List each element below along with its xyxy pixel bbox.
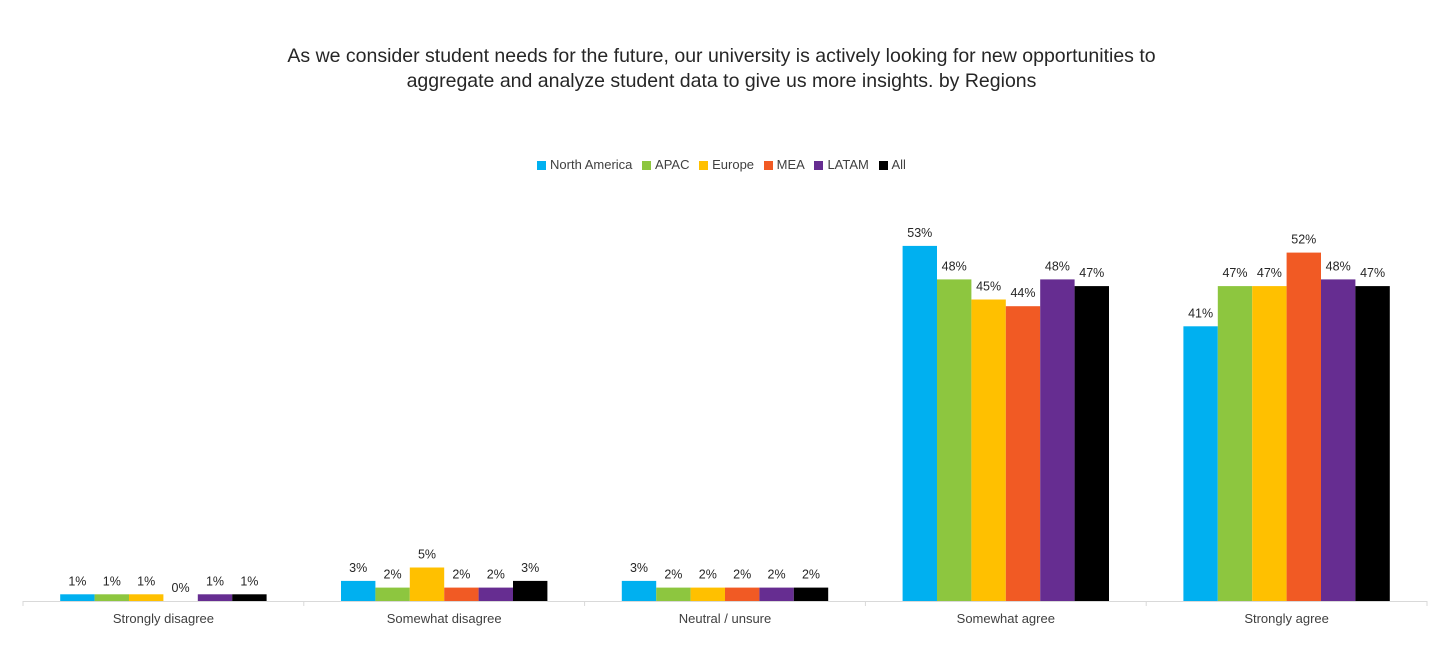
bar bbox=[513, 580, 548, 601]
bar bbox=[1286, 252, 1321, 601]
bar bbox=[478, 587, 513, 601]
chart-legend: North America APAC Europe MEA LATAM All bbox=[0, 157, 1443, 172]
data-label: 53% bbox=[907, 226, 932, 240]
bar bbox=[1040, 279, 1075, 601]
x-tick-label: Somewhat agree bbox=[957, 611, 1055, 626]
bar bbox=[1252, 286, 1287, 601]
bar bbox=[444, 587, 479, 601]
data-label: 47% bbox=[1079, 266, 1104, 280]
data-label: 48% bbox=[942, 259, 967, 273]
data-label: 47% bbox=[1257, 266, 1282, 280]
data-label: 2% bbox=[452, 568, 470, 582]
x-tick-label: Somewhat disagree bbox=[387, 611, 502, 626]
data-label: 1% bbox=[240, 574, 258, 588]
data-label: 2% bbox=[699, 568, 717, 582]
legend-item-latam: LATAM bbox=[814, 157, 869, 172]
bar bbox=[725, 587, 760, 601]
data-label: 5% bbox=[418, 548, 436, 562]
legend-item-all: All bbox=[878, 157, 906, 172]
legend-label: APAC bbox=[655, 157, 690, 172]
data-label: 2% bbox=[487, 568, 505, 582]
x-tick-label: Strongly disagree bbox=[113, 611, 214, 626]
data-label: 41% bbox=[1188, 306, 1213, 320]
bar bbox=[759, 587, 794, 601]
bar bbox=[1183, 326, 1218, 601]
data-label: 47% bbox=[1222, 266, 1247, 280]
data-label: 2% bbox=[768, 568, 786, 582]
chart-title-line-1: As we consider student needs for the fut… bbox=[287, 45, 1156, 67]
legend-item-apac: APAC bbox=[642, 157, 689, 172]
bar bbox=[94, 594, 129, 601]
data-label: 0% bbox=[172, 581, 190, 595]
bar bbox=[902, 245, 937, 601]
data-label: 2% bbox=[733, 568, 751, 582]
data-label: 48% bbox=[1045, 259, 1070, 273]
data-label: 52% bbox=[1291, 233, 1316, 247]
x-tick-label: Neutral / unsure bbox=[679, 611, 772, 626]
legend-label: North America bbox=[550, 157, 633, 172]
legend-label: Europe bbox=[712, 157, 755, 172]
data-label: 2% bbox=[384, 568, 402, 582]
bar bbox=[1005, 306, 1041, 601]
data-label: 3% bbox=[349, 561, 367, 575]
data-label: 44% bbox=[1010, 286, 1035, 300]
bar bbox=[409, 567, 445, 601]
bar bbox=[341, 580, 376, 601]
bar bbox=[129, 594, 164, 601]
chart-title: As we consider student needs for the fut… bbox=[0, 44, 1443, 94]
data-label: 1% bbox=[68, 574, 86, 588]
chart-title-line-2: aggregate and analyze student data to gi… bbox=[406, 70, 1037, 92]
legend-swatch bbox=[537, 161, 547, 170]
bar bbox=[375, 587, 410, 601]
data-label: 2% bbox=[664, 568, 682, 582]
data-label: 1% bbox=[103, 574, 121, 588]
bar bbox=[1074, 286, 1109, 601]
legend-item-europe: Europe bbox=[699, 157, 754, 172]
data-label: 1% bbox=[137, 574, 155, 588]
legend-swatch bbox=[814, 161, 824, 170]
bar bbox=[232, 594, 267, 601]
bar bbox=[60, 594, 95, 601]
data-label: 3% bbox=[630, 561, 648, 575]
data-label: 48% bbox=[1326, 259, 1351, 273]
data-label: 1% bbox=[206, 574, 224, 588]
data-label: 2% bbox=[802, 568, 820, 582]
legend-swatch bbox=[763, 161, 773, 170]
bar bbox=[1355, 286, 1390, 601]
bar bbox=[656, 587, 691, 601]
legend-item-north-america: North America bbox=[537, 157, 632, 172]
legend-label: LATAM bbox=[827, 157, 869, 172]
legend-label: MEA bbox=[776, 157, 805, 172]
legend-swatch bbox=[642, 161, 652, 170]
bar bbox=[971, 299, 1006, 601]
legend-item-mea: MEA bbox=[763, 157, 805, 172]
bar bbox=[937, 279, 972, 601]
bar bbox=[621, 580, 657, 601]
x-tick-label: Strongly agree bbox=[1244, 611, 1329, 626]
bar bbox=[197, 594, 233, 601]
bar bbox=[690, 587, 725, 601]
data-label: 45% bbox=[976, 280, 1001, 294]
bar bbox=[1321, 279, 1356, 601]
data-label: 47% bbox=[1360, 266, 1385, 280]
legend-swatch bbox=[878, 161, 888, 170]
bar bbox=[793, 587, 829, 601]
legend-label: All bbox=[891, 157, 906, 172]
legend-swatch bbox=[699, 161, 709, 170]
data-label: 3% bbox=[521, 561, 539, 575]
bar bbox=[1217, 286, 1253, 601]
